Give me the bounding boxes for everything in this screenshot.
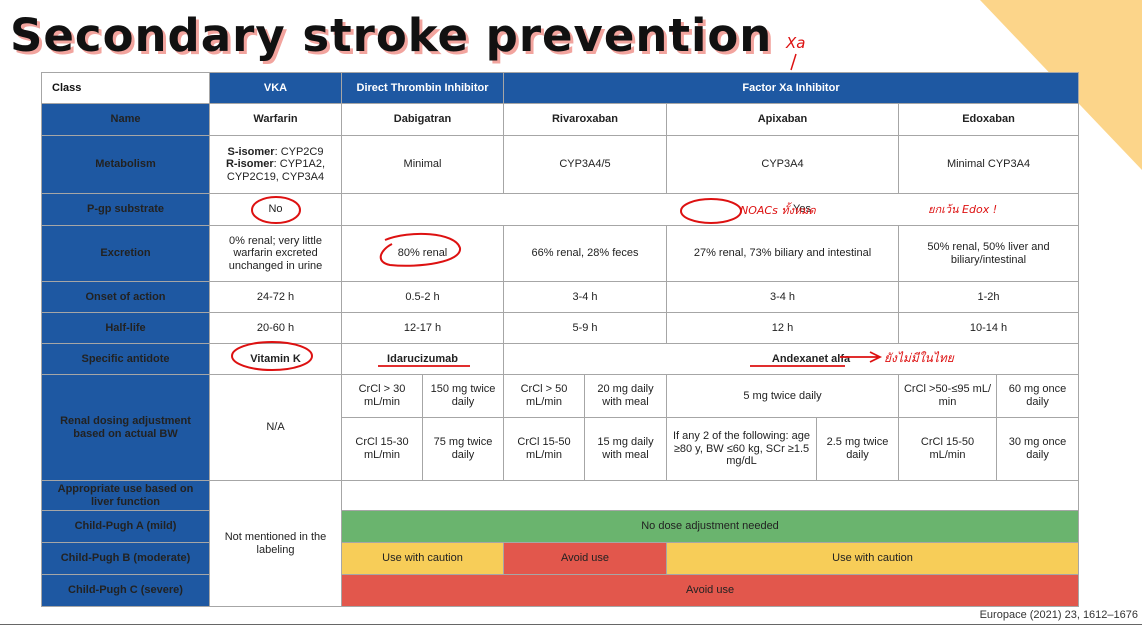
antidote-fxa: Andexanet alfa [502, 343, 1080, 375]
excretion-rivaroxaban: 66% renal, 28% feces [503, 225, 667, 282]
row-header-renal: Renal dosing adjustment based on actual … [41, 374, 210, 481]
metabolism-row: Metabolism S-isomer: CYP2C9 R-isomer: CY… [41, 135, 1080, 194]
renal-dabigatran-dose-1: 150 mg twice daily [422, 374, 504, 418]
pgp-noacs: Yes [340, 193, 1080, 226]
class-vka: VKA [209, 72, 342, 104]
renal-dabigatran-dose-2: 75 mg twice daily [422, 417, 504, 481]
row-header-antidote: Specific antidote [41, 343, 210, 375]
cpb-rivaroxaban: Avoid use [503, 542, 667, 576]
pgp-yes: Yes [793, 203, 811, 216]
r-isomer-label: R-isomer [225, 158, 274, 171]
onset-warfarin: 24-72 h [209, 281, 342, 313]
renal-row-2: CrCl 15-30 mL/min 75 mg twice daily CrCl… [42, 417, 1080, 481]
cpc-row: Child-Pugh C (severe) Avoid use [41, 574, 1080, 608]
cpa-row: Child-Pugh A (mild) No dose adjustment n… [41, 510, 1080, 544]
liver-header-row: Appropriate use based on liver function … [41, 479, 1080, 608]
metabolism-edoxaban: Minimal CYP3A4 [897, 135, 1080, 194]
renal-dabigatran-crcl-2: CrCl 15-30 mL/min [341, 417, 423, 481]
halflife-rivaroxaban: 5-9 h [503, 312, 667, 344]
annotation-xa: Xa [785, 34, 805, 52]
row-header-onset: Onset of action [41, 281, 210, 313]
comparison-table: Class VKA Direct Thrombin Inhibitor Fact… [41, 72, 1080, 608]
halflife-edoxaban: 10-14 h [897, 312, 1080, 344]
excretion-row: Excretion 0% renal; very little warfarin… [41, 225, 1080, 282]
slide-title: Secondary stroke prevention [10, 9, 773, 62]
citation: Europace (2021) 23, 1612–1676 [979, 609, 1138, 621]
cpc-noacs: Avoid use [340, 574, 1080, 608]
drug-name-rivaroxaban: Rivaroxaban [503, 103, 667, 136]
halflife-warfarin: 20-60 h [209, 312, 342, 344]
excretion-apixaban: 27% renal, 73% biliary and intestinal [666, 225, 899, 282]
row-header-excretion: Excretion [41, 225, 210, 282]
class-row: Class VKA Direct Thrombin Inhibitor Fact… [41, 72, 1080, 104]
s-isomer-value: : CYP2C9 [274, 145, 324, 158]
onset-dabigatran: 0.5-2 h [341, 281, 504, 313]
onset-rivaroxaban: 3-4 h [503, 281, 667, 313]
metabolism-rivaroxaban: CYP3A4/5 [503, 135, 667, 194]
row-header-pgp: P-gp substrate [41, 193, 210, 226]
cpb-row: Child-Pugh B (moderate) Use with caution… [41, 542, 1080, 576]
halflife-dabigatran: 12-17 h [341, 312, 504, 344]
renal-warfarin: N/A [209, 374, 342, 481]
cpb-dabigatran: Use with caution [341, 542, 504, 576]
excretion-dabigatran: 80% renal [341, 225, 504, 282]
renal-dabigatran-crcl-1: CrCl > 30 mL/min [341, 374, 423, 418]
renal-apixaban-criteria-2: If any 2 of the following: age ≥80 y, BW… [666, 417, 817, 481]
excretion-edoxaban: 50% renal, 50% liver and biliary/intesti… [897, 225, 1080, 282]
cpb-apixaban-edoxaban: Use with caution [665, 542, 1080, 576]
footer-divider [0, 624, 1142, 625]
liver-warfarin: Not mentioned in the labeling [209, 479, 342, 608]
antidote-warfarin: Vitamin K [209, 343, 342, 375]
onset-apixaban: 3-4 h [666, 281, 899, 313]
drug-name-warfarin: Warfarin [209, 103, 342, 136]
renal-apixaban-1: 5 mg twice daily [666, 374, 899, 418]
onset-row: Onset of action 24-72 h 0.5-2 h 3-4 h 3-… [41, 281, 1080, 313]
row-header-metabolism: Metabolism [41, 135, 210, 194]
renal-edoxaban-crcl-2: CrCl 15-50 mL/min [898, 417, 997, 481]
s-isomer-label: S-isomer [227, 145, 275, 158]
halflife-row: Half-life 20-60 h 12-17 h 5-9 h 12 h 10-… [41, 312, 1080, 344]
pgp-row: P-gp substrate No Yes [41, 193, 1080, 226]
row-header-cpb: Child-Pugh B (moderate) [41, 542, 210, 576]
row-header-cpa: Child-Pugh A (mild) [41, 510, 210, 544]
liver-blank [340, 479, 1080, 512]
class-dti: Direct Thrombin Inhibitor [341, 72, 504, 104]
r-isomer-value: : CYP1A2, CYP2C19, CYP3A4 [226, 158, 326, 183]
cpa-noacs: No dose adjustment needed [340, 510, 1080, 544]
halflife-apixaban: 12 h [666, 312, 899, 344]
drug-name-apixaban: Apixaban [666, 103, 899, 136]
class-fxa: Factor Xa Inhibitor [502, 72, 1080, 104]
excretion-warfarin: 0% renal; very little warfarin excreted … [209, 225, 342, 282]
name-row: Name Warfarin Dabigatran Rivaroxaban Api… [41, 103, 1080, 136]
antidote-dabigatran: Idarucizumab [341, 343, 504, 375]
metabolism-dabigatran: Minimal [341, 135, 504, 194]
renal-rivaroxaban-crcl-1: CrCl > 50 mL/min [503, 374, 585, 418]
drug-name-dabigatran: Dabigatran [341, 103, 504, 136]
antidote-andexanet: Andexanet alfa [771, 352, 851, 365]
metabolism-warfarin: S-isomer: CYP2C9 R-isomer: CYP1A2, CYP2C… [209, 135, 342, 194]
renal-apixaban-dose-2: 2.5 mg twice daily [816, 417, 899, 481]
drug-name-edoxaban: Edoxaban [897, 103, 1080, 136]
renal-edoxaban-dose-1: 60 mg once daily [995, 374, 1080, 418]
row-header-halflife: Half-life [41, 312, 210, 344]
class-label: Class [41, 72, 210, 104]
annotation-xa-tick [790, 53, 797, 71]
renal-rivaroxaban-dose-2: 15 mg daily with meal [584, 417, 667, 481]
renal-row-1: Renal dosing adjustment based on actual … [41, 374, 1080, 481]
metabolism-apixaban: CYP3A4 [666, 135, 899, 194]
row-header-liver: Appropriate use based on liver function [41, 479, 210, 512]
onset-edoxaban: 1-2h [897, 281, 1080, 313]
renal-rivaroxaban-crcl-2: CrCl 15-50 mL/min [503, 417, 585, 481]
renal-edoxaban-dose-2: 30 mg once daily [995, 417, 1080, 481]
renal-edoxaban-crcl-1: CrCl >50-≤95 mL/ min [898, 374, 997, 418]
antidote-row: Specific antidote Vitamin K Idarucizumab… [41, 343, 1080, 375]
pgp-warfarin: No [209, 193, 342, 226]
row-header-cpc: Child-Pugh C (severe) [41, 574, 210, 608]
renal-rivaroxaban-dose-1: 20 mg daily with meal [584, 374, 667, 418]
row-header-name: Name [41, 103, 210, 136]
